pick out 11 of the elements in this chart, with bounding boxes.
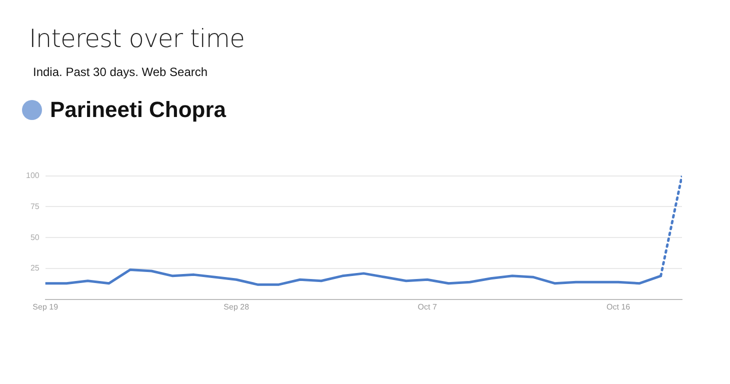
x-tick-label: Oct 16 xyxy=(606,302,631,312)
x-tick-label: Sep 19 xyxy=(32,302,59,312)
y-tick-label: 25 xyxy=(30,264,40,273)
chart-title: Interest over time xyxy=(29,24,244,53)
y-tick-label: 100 xyxy=(26,171,40,180)
y-tick-label: 50 xyxy=(30,232,40,242)
legend-label: Parineeti Chopra xyxy=(50,97,226,123)
chart-subtitle: India. Past 30 days. Web Search xyxy=(33,65,208,79)
y-tick-label: 75 xyxy=(30,202,40,211)
x-tick-label: Oct 7 xyxy=(418,302,438,312)
x-tick-label: Sep 28 xyxy=(224,302,250,312)
